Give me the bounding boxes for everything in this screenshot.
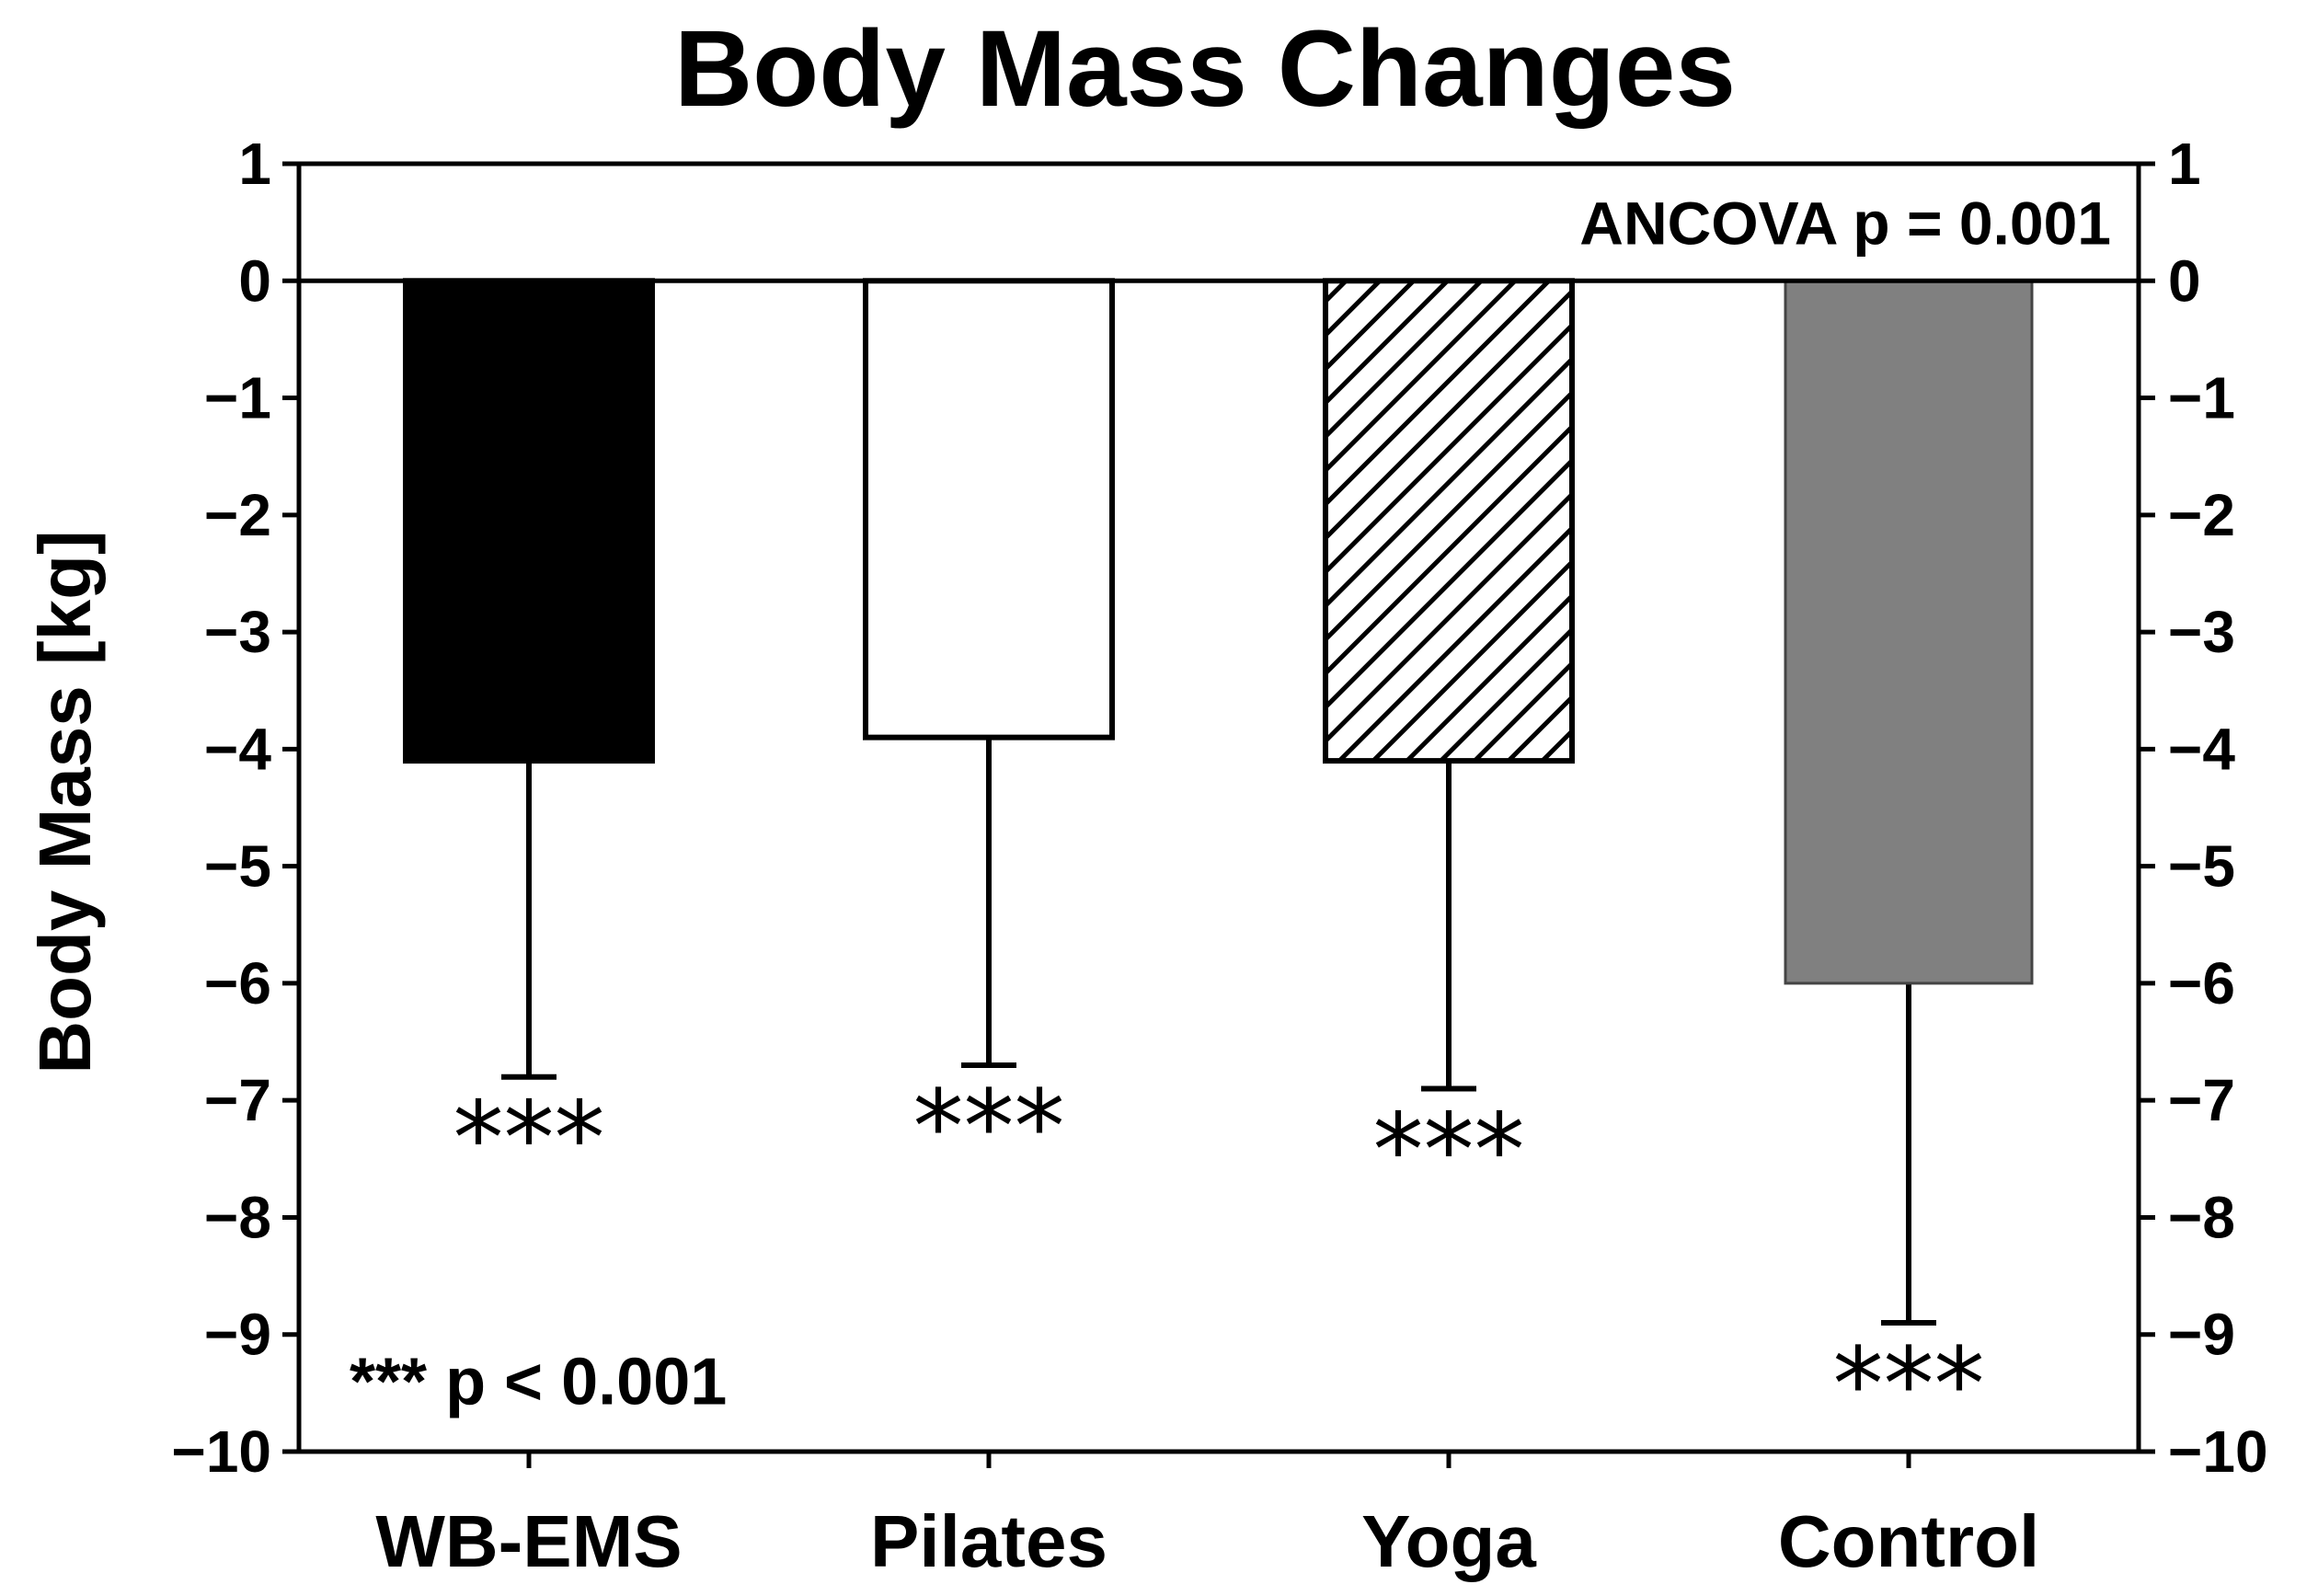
left-tick-label: −2 (204, 482, 271, 548)
right-tick-label: −7 (2168, 1067, 2235, 1133)
left-tick-label: −6 (204, 950, 271, 1016)
category-label: Yoga (1361, 1500, 1536, 1582)
right-tick-label: −5 (2168, 833, 2235, 900)
bar-control (1784, 279, 2034, 985)
category-label: Pilates (870, 1500, 1107, 1582)
plot-frame (296, 161, 2141, 1454)
left-tick-label: −5 (204, 833, 271, 900)
left-tick-label: −1 (204, 365, 271, 431)
right-tick-label: −9 (2168, 1302, 2235, 1368)
bar-yoga (1323, 278, 1575, 764)
significance-stars: *** (1373, 1091, 1525, 1209)
right-tick-label: 1 (2168, 131, 2201, 197)
right-tick-label: −1 (2168, 365, 2235, 431)
left-tick-label: −7 (204, 1067, 271, 1133)
right-axis-ticks: 1 0 −1 −2 −3 −4 −5 −6 −7 −8 −9 −10 (2139, 131, 2268, 1485)
category-label: Control (1778, 1500, 2039, 1582)
left-tick-label: −4 (204, 716, 271, 782)
right-tick-label: −3 (2168, 599, 2235, 665)
right-tick-label: −8 (2168, 1184, 2235, 1250)
significance-stars: *** (453, 1080, 605, 1198)
bar-wb-ems (403, 278, 655, 764)
ancova-annotation: ANCOVA p = 0.001 (1579, 189, 2111, 258)
y-axis-label: Body Mass [kg] (24, 530, 106, 1074)
left-tick-label: 1 (238, 131, 271, 197)
category-label: WB-EMS (375, 1500, 682, 1582)
significance-stars: *** (913, 1068, 1065, 1186)
right-tick-label: 0 (2168, 247, 2201, 314)
right-tick-label: −4 (2168, 716, 2235, 782)
left-tick-label: −8 (204, 1184, 271, 1250)
bars: *** *** *** *** (403, 278, 2034, 1443)
right-tick-label: −10 (2168, 1418, 2268, 1485)
category-labels: WB-EMS Pilates Yoga Control (375, 1452, 2039, 1582)
significance-legend: *** p < 0.001 (350, 1346, 727, 1419)
left-tick-label: −10 (171, 1418, 271, 1485)
bar-pilates (863, 278, 1115, 741)
left-axis-ticks: 1 0 −1 −2 −3 −4 −5 −6 −7 −8 −9 −10 (171, 131, 299, 1485)
left-tick-label: 0 (238, 247, 271, 314)
left-tick-label: −3 (204, 599, 271, 665)
left-tick-label: −9 (204, 1302, 271, 1368)
right-tick-label: −2 (2168, 482, 2235, 548)
right-tick-label: −6 (2168, 950, 2235, 1016)
significance-stars: *** (1833, 1326, 1985, 1443)
chart-title: Body Mass Changes (674, 8, 1736, 130)
